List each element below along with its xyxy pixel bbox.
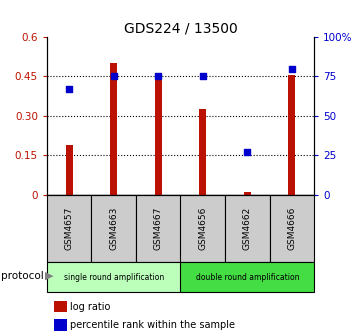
Text: single round amplification: single round amplification xyxy=(64,273,164,282)
Bar xyxy=(47,262,180,292)
Text: GSM4666: GSM4666 xyxy=(287,207,296,250)
Text: double round amplification: double round amplification xyxy=(196,273,299,282)
Bar xyxy=(225,195,270,262)
Title: GDS224 / 13500: GDS224 / 13500 xyxy=(123,22,238,36)
Text: log ratio: log ratio xyxy=(70,302,111,312)
Point xyxy=(66,86,72,92)
Bar xyxy=(180,262,314,292)
Bar xyxy=(288,75,295,195)
Text: protocol: protocol xyxy=(1,271,43,281)
Bar xyxy=(180,195,225,262)
Text: GSM4663: GSM4663 xyxy=(109,207,118,250)
Bar xyxy=(199,109,206,195)
Text: GSM4657: GSM4657 xyxy=(65,207,74,250)
Text: percentile rank within the sample: percentile rank within the sample xyxy=(70,320,235,330)
Text: GSM4662: GSM4662 xyxy=(243,207,252,250)
Bar xyxy=(91,195,136,262)
Point xyxy=(289,66,295,71)
Point xyxy=(200,74,206,79)
Bar xyxy=(244,192,251,195)
Point xyxy=(155,74,161,79)
Text: ▶: ▶ xyxy=(45,271,54,281)
Bar xyxy=(270,195,314,262)
Point xyxy=(111,74,117,79)
Bar xyxy=(66,145,73,195)
Point xyxy=(244,150,250,155)
Bar xyxy=(110,63,117,195)
Text: GSM4667: GSM4667 xyxy=(154,207,163,250)
Bar xyxy=(155,76,162,195)
Bar xyxy=(136,195,180,262)
Bar xyxy=(47,195,91,262)
Text: GSM4656: GSM4656 xyxy=(198,207,207,250)
